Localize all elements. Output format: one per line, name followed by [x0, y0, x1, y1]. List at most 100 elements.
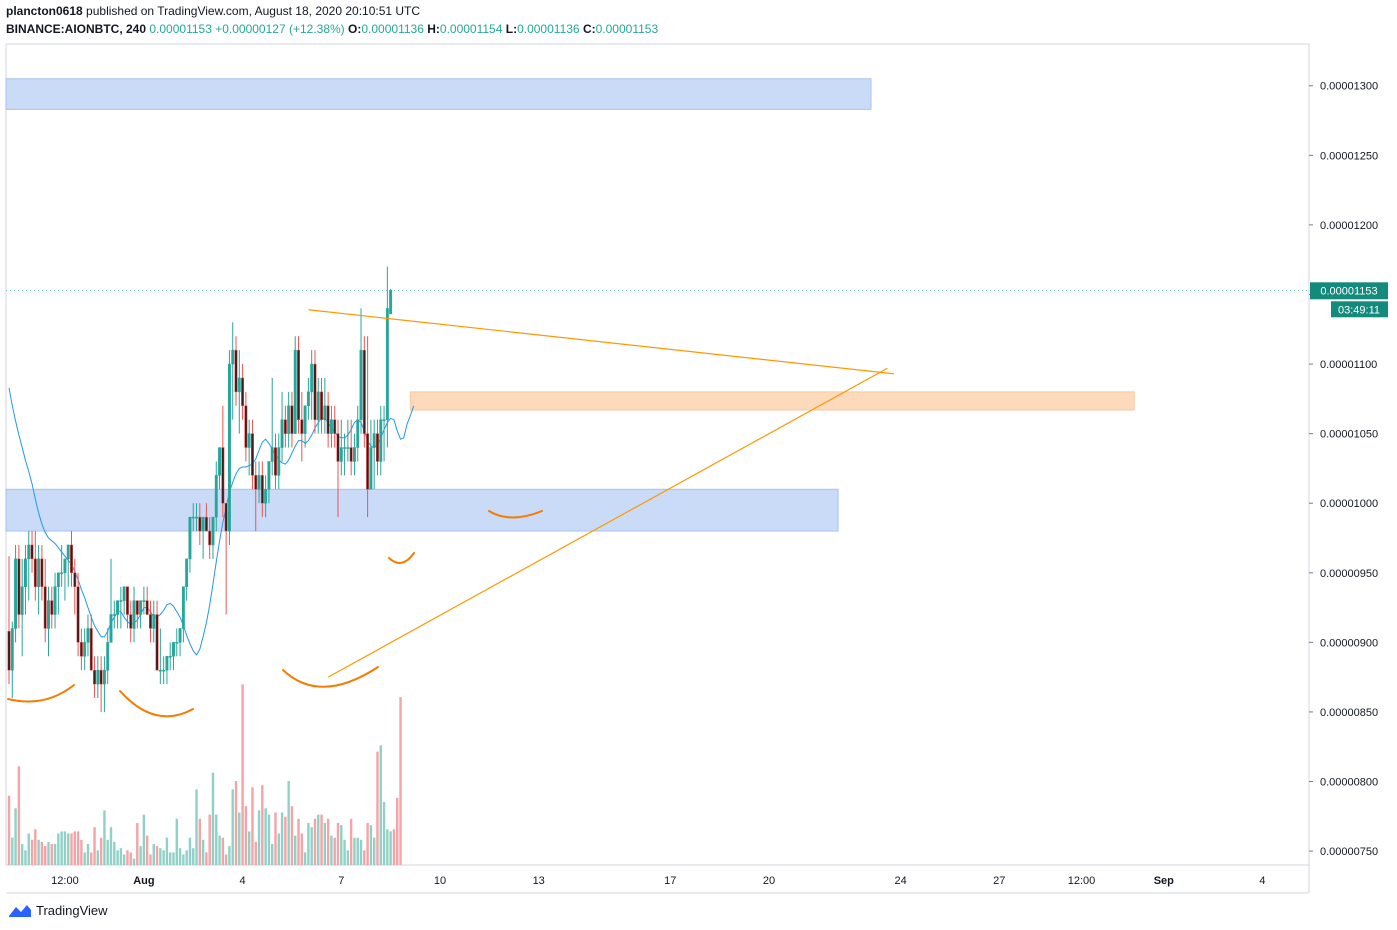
time-tick-label: 17 [664, 875, 676, 887]
candle [96, 656, 100, 699]
candle [208, 517, 212, 559]
volume-bar [132, 858, 136, 865]
candle [139, 600, 143, 629]
volume-bar [37, 839, 40, 865]
volume-bar [152, 844, 155, 865]
candle-body [214, 475, 218, 518]
candle-body [287, 405, 291, 434]
candle [63, 558, 67, 601]
volume-bar [392, 829, 396, 865]
candle-body [165, 656, 169, 671]
candle [244, 391, 248, 462]
candle-body [37, 558, 41, 587]
candle [204, 503, 208, 532]
candle-body [310, 363, 314, 393]
volume-bar [353, 837, 356, 865]
tradingview-logo[interactable]: TradingView [8, 903, 108, 918]
volume-bar [106, 839, 109, 865]
volume-bar [340, 825, 343, 865]
candle-body [162, 669, 166, 672]
volume-bar [145, 835, 149, 865]
close-value: 0.00001153 [595, 22, 659, 36]
candle [99, 656, 103, 712]
low-label: L: [505, 22, 518, 36]
candle [320, 377, 324, 434]
candle-body [109, 614, 113, 643]
volume-bar [234, 781, 238, 865]
volume-bar [63, 831, 67, 865]
candle-body [7, 630, 11, 671]
price-change: +0.00000127 (+12.38%) [215, 22, 345, 36]
price-chart[interactable]: 0.000013000.000012500.000012000.00001150… [0, 0, 1397, 900]
volume-bar [122, 854, 126, 865]
candle-body [145, 600, 149, 615]
candle-body [70, 544, 73, 574]
candle-body [316, 391, 320, 420]
volume-bar [57, 833, 60, 865]
candle [283, 405, 287, 448]
volume-bar [53, 844, 57, 865]
zone-blue-2 [5, 488, 839, 532]
candle [116, 600, 120, 629]
candle [234, 336, 238, 406]
volume-bar [76, 831, 80, 865]
volume-bar [182, 854, 185, 865]
plot-area [5, 43, 1310, 866]
candle [149, 600, 152, 643]
candle-body [149, 614, 152, 629]
ema-line [8, 387, 415, 656]
volume-bar [178, 848, 182, 865]
volume-bar [241, 684, 244, 865]
candle [218, 447, 222, 490]
candle-body [303, 405, 307, 434]
candle [221, 405, 225, 518]
candle-body [119, 600, 123, 602]
volume-bar [198, 818, 202, 865]
candle [343, 433, 347, 476]
volume-bar [142, 814, 146, 865]
volume-bar [274, 812, 277, 865]
volume-bar [300, 833, 304, 865]
candle [376, 419, 379, 476]
candle-body [125, 586, 129, 615]
candle-body [17, 558, 21, 615]
candle-body [93, 669, 96, 685]
candle [175, 628, 179, 657]
time-tick-label: 27 [993, 875, 1005, 887]
candle-body [135, 600, 139, 615]
candle [14, 544, 18, 643]
volume-bar [267, 814, 271, 865]
candle [379, 405, 383, 476]
candle-body [320, 391, 324, 420]
author-name[interactable]: plancton0618 [6, 4, 83, 18]
candle [306, 377, 310, 420]
candle [37, 544, 41, 615]
volume-bar [297, 818, 300, 865]
time-tick-label: 24 [894, 875, 906, 887]
candle [287, 391, 291, 448]
volume-bar [396, 797, 399, 865]
candle [43, 558, 47, 643]
volume-bar [287, 781, 290, 865]
candle-body [79, 642, 83, 657]
candle-body [86, 628, 90, 643]
candle [89, 614, 93, 671]
candle [125, 586, 129, 629]
candle [362, 336, 366, 448]
candle-body [56, 572, 60, 587]
high-label: H: [427, 22, 440, 36]
candle [227, 350, 231, 545]
trendline-0 [308, 309, 895, 375]
rounding-bottom-arc-0 [7, 684, 75, 703]
candle-body [353, 447, 356, 462]
candle [231, 322, 235, 420]
volume-bar [294, 835, 297, 865]
tradingview-brand: TradingView [36, 903, 108, 918]
candle-body [362, 349, 366, 434]
publish-info: plancton0618 published on TradingView.co… [6, 4, 420, 18]
candle [254, 461, 258, 532]
volume-bar [175, 818, 178, 865]
volume-bar [247, 831, 251, 865]
candle [27, 531, 31, 601]
candle-body [102, 669, 106, 685]
